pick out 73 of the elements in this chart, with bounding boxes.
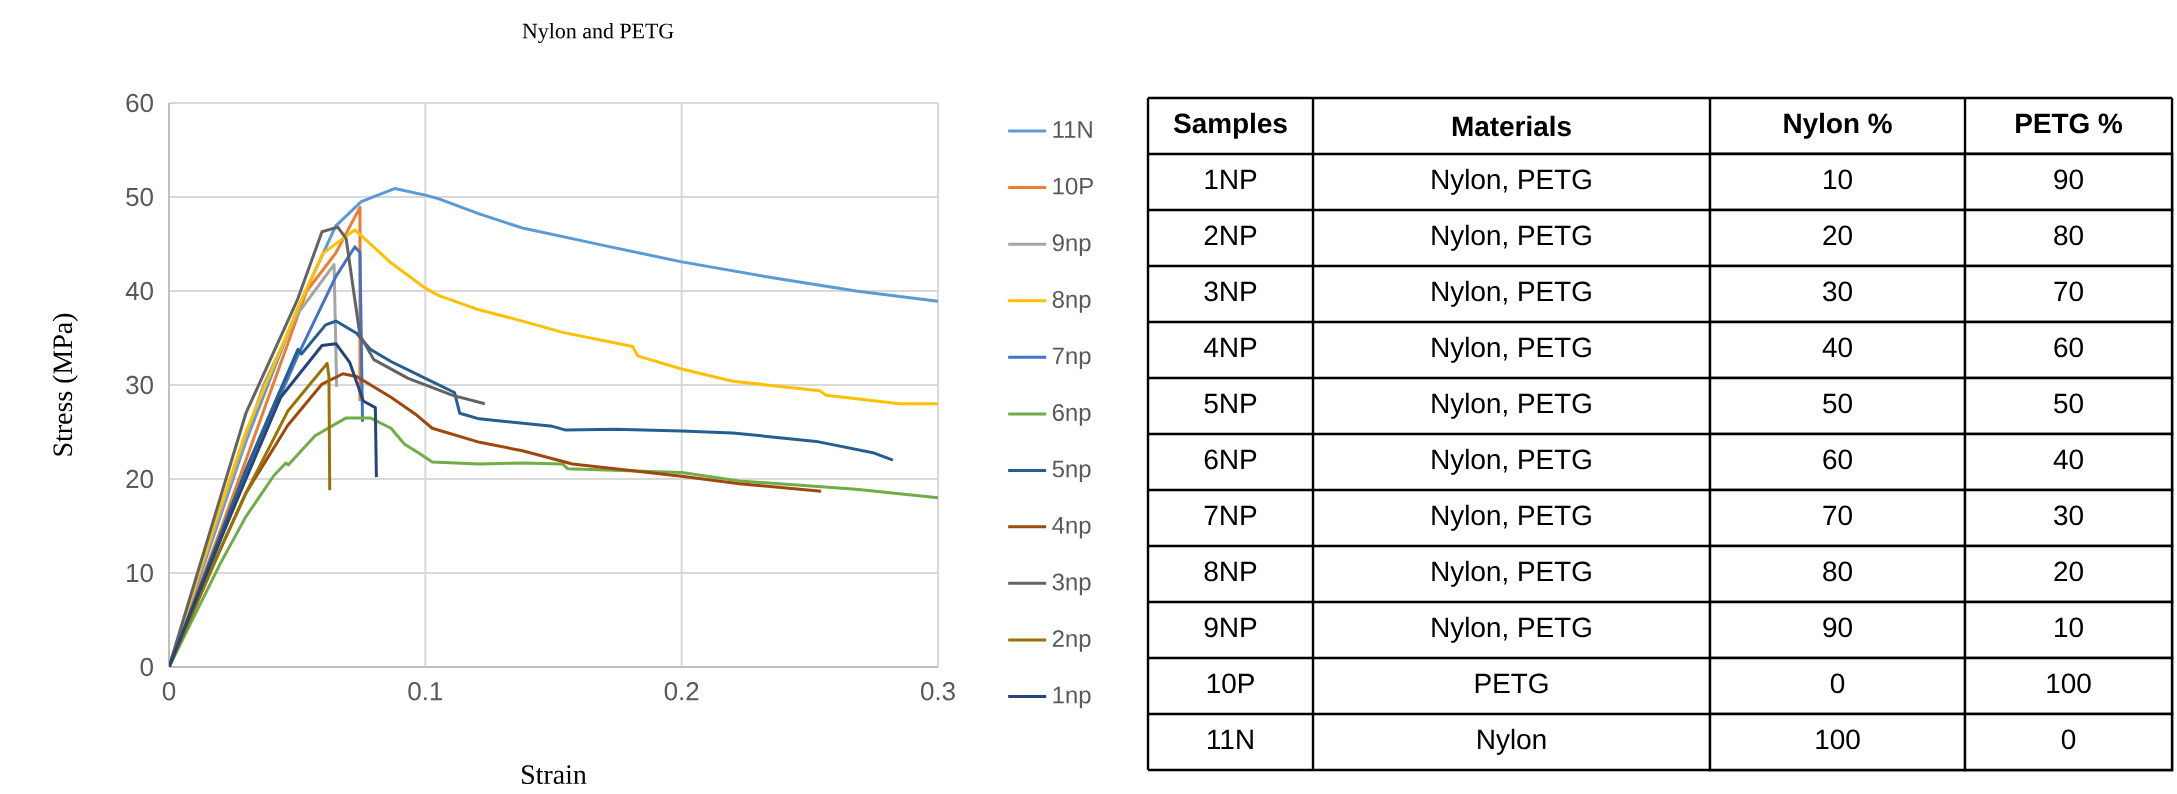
x-axis-title: Strain bbox=[522, 765, 587, 785]
y-tick-label: Nylon, PETG bbox=[1432, 448, 1591, 475]
x-tick-label: 0.2 bbox=[664, 682, 699, 701]
y-tick-label: Nylon bbox=[1478, 728, 1546, 755]
x-tick-label: 0.3 bbox=[921, 682, 955, 701]
data-label: 80 bbox=[1823, 561, 1852, 582]
data-label: 100 bbox=[2047, 673, 2091, 694]
y2-tick-label: 9NP bbox=[1204, 617, 1257, 638]
data-label: 90 bbox=[1823, 617, 1852, 638]
y2-axis-title: Samples bbox=[1173, 112, 1287, 139]
y2-tick-label: 3NP bbox=[1204, 281, 1257, 302]
data-label: 50 bbox=[2054, 393, 2083, 414]
data-label: 60 bbox=[1823, 449, 1852, 470]
y-tick-label: 10 bbox=[127, 563, 153, 583]
y2-tick-label: 5NP bbox=[1204, 393, 1257, 414]
data-label: 100 bbox=[1816, 729, 1860, 750]
legend-label: 1np bbox=[1053, 686, 1091, 709]
y2-tick-label: 11N bbox=[1208, 729, 1253, 750]
data-label: 80 bbox=[2054, 225, 2083, 246]
data-label: 70 bbox=[1823, 505, 1852, 526]
data-label: 30 bbox=[2054, 505, 2083, 526]
legend-label: 10P bbox=[1053, 177, 1093, 195]
legend-label: 8np bbox=[1052, 290, 1091, 313]
y-tick-label: 0 bbox=[140, 657, 153, 677]
legend-label: 5np bbox=[1052, 460, 1091, 483]
legend-label: 7np bbox=[1052, 347, 1091, 370]
data-label: 20 bbox=[2054, 561, 2083, 582]
data-label: 60 bbox=[2054, 337, 2083, 358]
data-label: 20 bbox=[1823, 225, 1852, 246]
y-tick-label: 30 bbox=[126, 375, 153, 395]
y-tick-label: 20 bbox=[126, 469, 153, 489]
y2-tick-label: 6NP bbox=[1204, 449, 1257, 470]
legend-label: 6np bbox=[1052, 404, 1091, 426]
y-tick-label: 50 bbox=[126, 187, 153, 207]
legend-label: 3np bbox=[1052, 573, 1091, 596]
legend-label: 11N bbox=[1053, 121, 1092, 138]
y-tick-label: Nylon, PETG bbox=[1432, 168, 1591, 195]
data-label: 0 bbox=[2061, 729, 2076, 750]
y2-tick-label: 8NP bbox=[1204, 561, 1257, 582]
y-tick-label: Nylon, PETG bbox=[1432, 336, 1591, 363]
data-label: 70 bbox=[2054, 281, 2083, 302]
x-tick-label: PETG % bbox=[2016, 113, 2123, 134]
data-label: 30 bbox=[1823, 281, 1852, 302]
y-tick-label: Nylon, PETG bbox=[1432, 560, 1591, 587]
line-series bbox=[169, 342, 378, 667]
chart-title: Nylon and PETG bbox=[522, 23, 674, 43]
y-tick-label: Nylon, PETG bbox=[1432, 616, 1591, 643]
y-tick-label: Nylon, PETG bbox=[1432, 280, 1591, 307]
data-label: 40 bbox=[1822, 337, 1852, 358]
y2-tick-label: 1NP bbox=[1205, 169, 1257, 189]
x-tick-label: 0 bbox=[162, 682, 176, 701]
y-tick-label: 60 bbox=[126, 93, 153, 113]
data-label: 10 bbox=[2055, 617, 2083, 638]
y-tick-label: Nylon, PETG bbox=[1432, 224, 1591, 251]
data-label: 40 bbox=[2053, 449, 2083, 470]
data-label: 50 bbox=[1823, 393, 1852, 414]
y-tick-label: Nylon, PETG bbox=[1432, 504, 1591, 531]
y2-tick-label: 10P bbox=[1207, 673, 1254, 694]
x-tick-label: Nylon % bbox=[1784, 112, 1892, 139]
y-tick-label: PETG bbox=[1475, 673, 1548, 694]
y2-tick-label: 4NP bbox=[1204, 337, 1257, 358]
legend-label: 2np bbox=[1052, 630, 1091, 652]
data-label: 10 bbox=[1824, 169, 1852, 190]
legend-label: 9np bbox=[1052, 234, 1091, 256]
data-label: 90 bbox=[2054, 169, 2083, 190]
y2-tick-label: 7NP bbox=[1204, 505, 1257, 526]
legend-label: 4np bbox=[1052, 517, 1091, 539]
y-tick-label: Nylon, PETG bbox=[1432, 392, 1591, 419]
y-axis-title: Materials bbox=[1452, 115, 1571, 137]
y-tick-label: 40 bbox=[125, 281, 153, 301]
x-tick-label: 0.1 bbox=[408, 682, 443, 701]
y2-tick-label: 2NP bbox=[1204, 225, 1257, 245]
y-axis-title: Stress (MPa) bbox=[52, 313, 78, 456]
